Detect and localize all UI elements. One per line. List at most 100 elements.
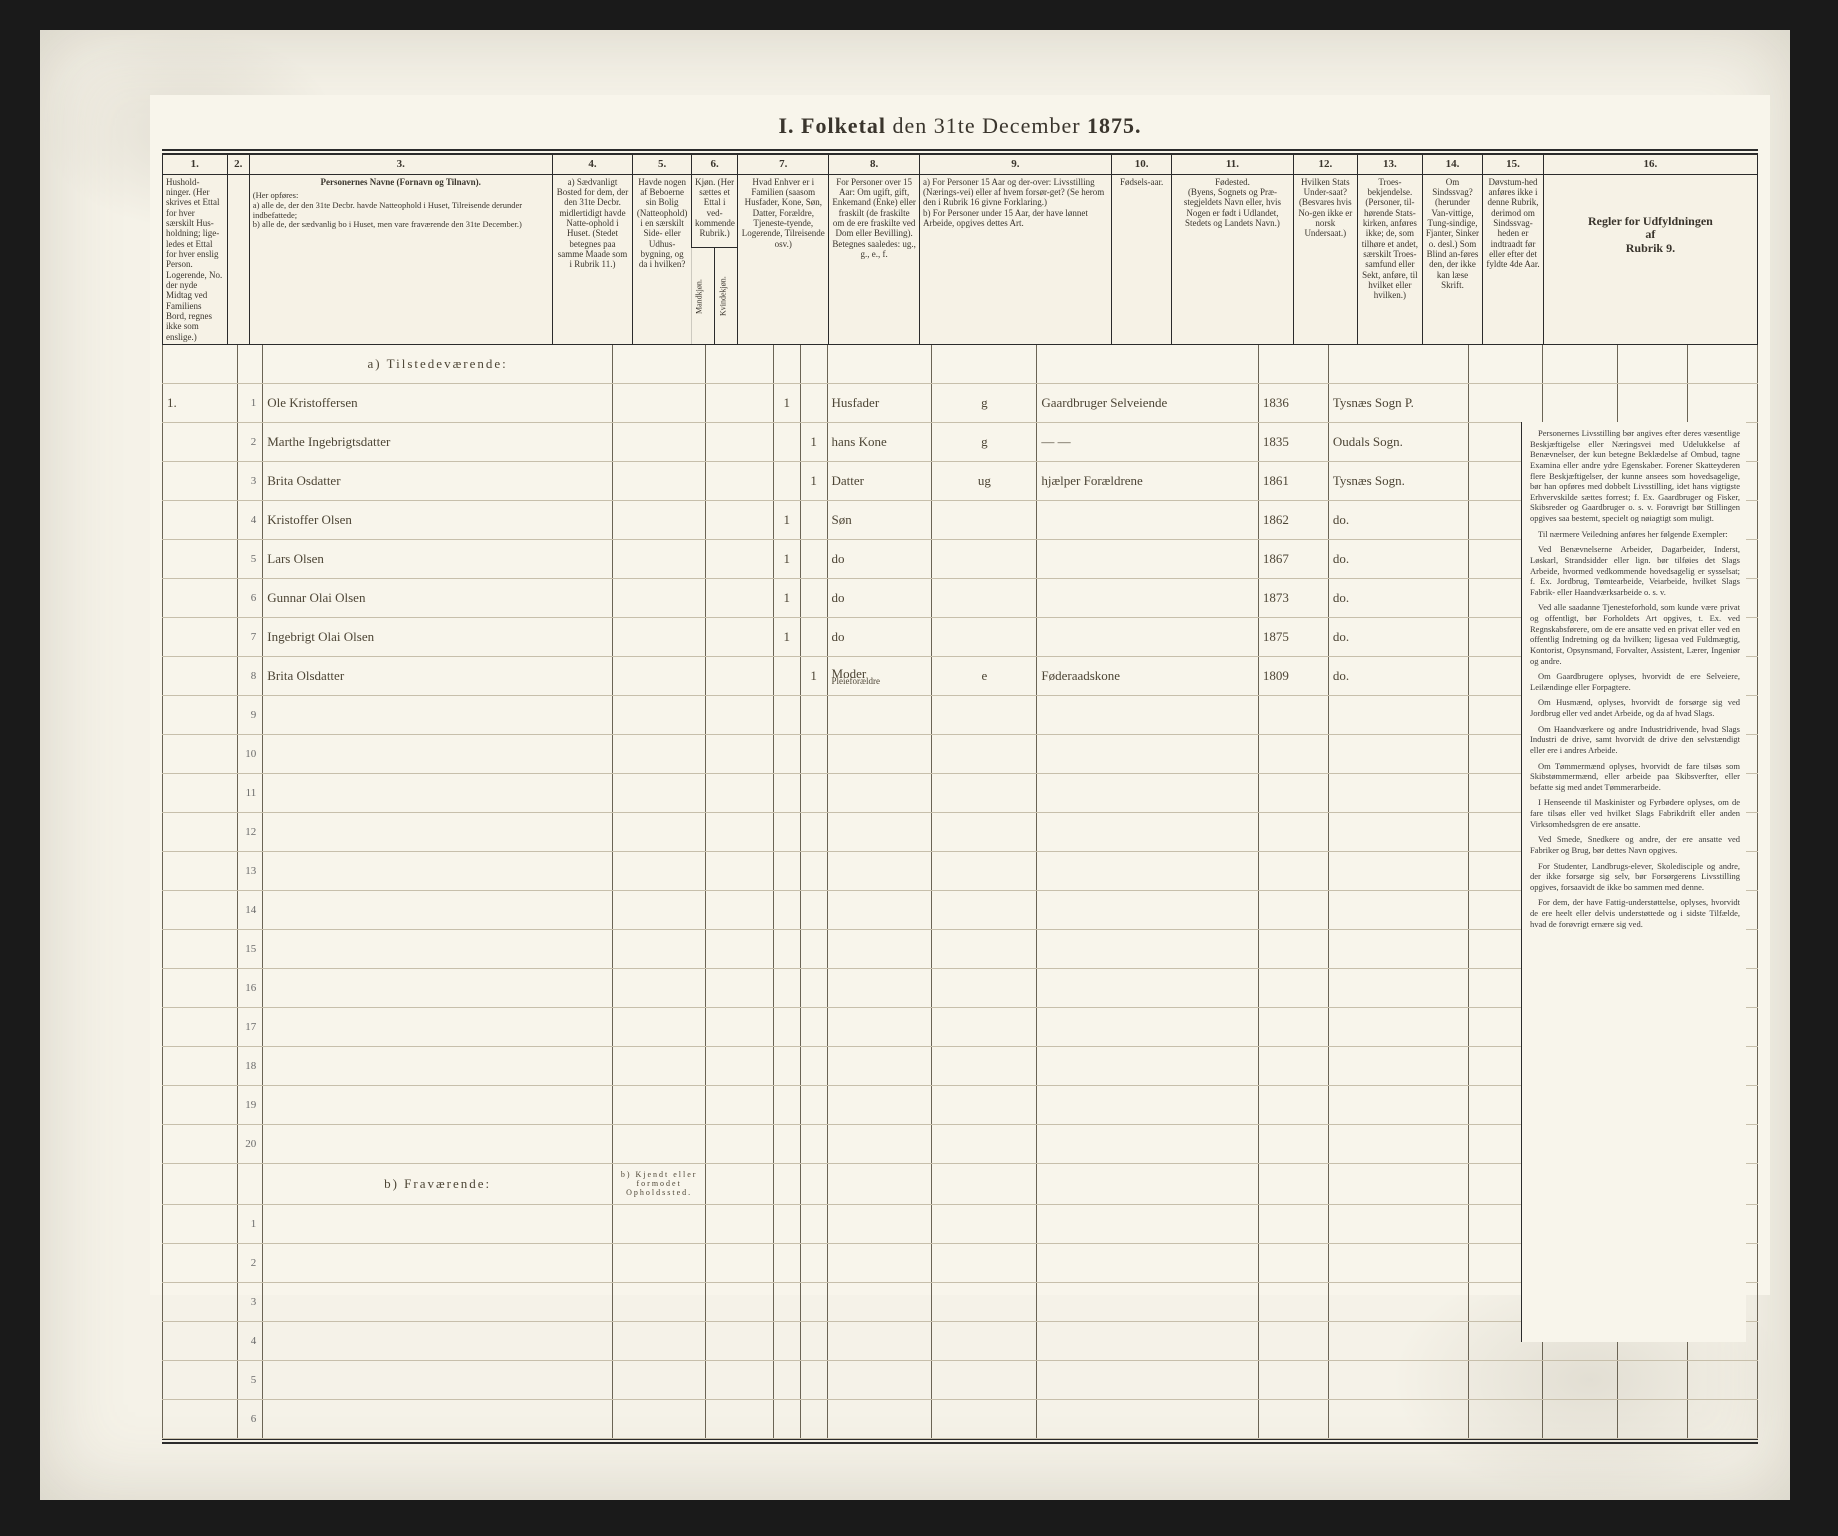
cell xyxy=(827,1283,932,1322)
cell xyxy=(773,891,800,930)
cell: 18 xyxy=(237,1047,263,1086)
cell xyxy=(773,696,800,735)
hdr-c3: Personernes Navne (Fornavn og Tilnavn). … xyxy=(249,174,552,345)
cell: 1 xyxy=(773,384,800,423)
cell xyxy=(263,1283,613,1322)
person-name: Brita Olsdatter xyxy=(263,657,613,696)
title-prefix: I. Folketal xyxy=(778,113,886,138)
cell: 4 xyxy=(237,1322,263,1361)
cell xyxy=(1617,1361,1687,1400)
table-row: 4Kristoffer Olsen1Søn1862do. xyxy=(163,501,1758,540)
cell xyxy=(706,618,774,657)
hdr-c5: Havde nogen af Beboerne sin Bolig (Natte… xyxy=(633,174,692,345)
title-year: 1875. xyxy=(1087,113,1142,138)
cell xyxy=(1037,1205,1259,1244)
cell xyxy=(1328,1322,1468,1361)
birthplace: Tysnæs Sogn. xyxy=(1328,462,1468,501)
cell xyxy=(263,1361,613,1400)
cell xyxy=(1328,1125,1468,1164)
cell xyxy=(1258,852,1328,891)
cell xyxy=(800,1125,827,1164)
rules-paragraph: Om Haandværkere og andre Industridrivend… xyxy=(1530,724,1740,756)
person-name: Brita Osdatter xyxy=(263,462,613,501)
cell xyxy=(1328,1008,1468,1047)
cell xyxy=(163,1047,238,1086)
rules-paragraph: Til nærmere Veiledning anføres her følge… xyxy=(1530,529,1740,540)
cell xyxy=(1328,1361,1468,1400)
cell xyxy=(263,1244,613,1283)
table-row-blank: 9 xyxy=(163,696,1758,735)
table-row-blank: 10 xyxy=(163,735,1758,774)
cell xyxy=(263,696,613,735)
livelihood xyxy=(1037,579,1259,618)
cell xyxy=(1328,696,1468,735)
rules-paragraph: For Studenter, Landbrugs-elever, Skoledi… xyxy=(1530,861,1740,893)
cell xyxy=(800,969,827,1008)
cell xyxy=(613,501,706,540)
column-header-table: 1. 2. 3. 4. 5. 6. 7. 8. 9. 10. 11. 12. 1… xyxy=(162,154,1758,345)
census-form-page: I. Folketal den 31te December 1875. 1. 2… xyxy=(150,95,1770,1295)
cell xyxy=(163,345,238,384)
table-row-blank: 5 xyxy=(163,1361,1758,1400)
birthplace: do. xyxy=(1328,657,1468,696)
cell: 1 xyxy=(773,618,800,657)
birth-year: 1835 xyxy=(1258,423,1328,462)
cell xyxy=(706,1322,774,1361)
cell: ug xyxy=(932,462,1037,501)
cell xyxy=(1258,1244,1328,1283)
cell xyxy=(706,1125,774,1164)
cell xyxy=(1258,1125,1328,1164)
cell xyxy=(1037,1047,1259,1086)
cell xyxy=(1258,1361,1328,1400)
photo-frame: I. Folketal den 31te December 1875. 1. 2… xyxy=(40,30,1790,1500)
cell xyxy=(773,735,800,774)
cell xyxy=(613,540,706,579)
household-num: 1. xyxy=(163,384,238,423)
cell xyxy=(1468,384,1543,423)
cell xyxy=(1037,891,1259,930)
birthplace: do. xyxy=(1328,501,1468,540)
cell xyxy=(932,1008,1037,1047)
livelihood xyxy=(1037,618,1259,657)
cell xyxy=(1328,1047,1468,1086)
cell xyxy=(263,813,613,852)
household-num xyxy=(163,423,238,462)
hdr-c12: Hvilken Stats Under-saat? (Besvares hvis… xyxy=(1293,174,1358,345)
cell xyxy=(827,1205,932,1244)
cell xyxy=(1037,852,1259,891)
colnum: 9. xyxy=(920,155,1112,175)
cell xyxy=(932,345,1037,384)
cell xyxy=(800,579,827,618)
family-position: do xyxy=(827,540,932,579)
household-num xyxy=(163,657,238,696)
cell xyxy=(613,384,706,423)
cell xyxy=(1328,1244,1468,1283)
cell xyxy=(263,1086,613,1125)
cell xyxy=(263,1008,613,1047)
cell xyxy=(706,1164,774,1205)
birthplace: Oudals Sogn. xyxy=(1328,423,1468,462)
cell xyxy=(706,735,774,774)
rules-paragraph: Ved alle saadanne Tjenesteforhold, som k… xyxy=(1530,602,1740,666)
cell xyxy=(163,852,238,891)
colnum: 1. xyxy=(163,155,228,175)
cell xyxy=(800,735,827,774)
cell xyxy=(706,462,774,501)
cell xyxy=(613,657,706,696)
colnum: 12. xyxy=(1293,155,1358,175)
livelihood: — — xyxy=(1037,423,1259,462)
cell xyxy=(932,1244,1037,1283)
cell xyxy=(800,1322,827,1361)
section-a-label-row: a) Tilstedeværende: xyxy=(163,345,1758,384)
cell xyxy=(163,1361,238,1400)
cell xyxy=(163,1283,238,1322)
livelihood: Gaardbruger Selveiende xyxy=(1037,384,1259,423)
cell xyxy=(1328,891,1468,930)
family-position: hans Kone xyxy=(827,423,932,462)
cell xyxy=(1258,1205,1328,1244)
birth-year: 1867 xyxy=(1258,540,1328,579)
cell xyxy=(1037,1086,1259,1125)
table-row: 3Brita Osdatter1Datterughjælper Forældre… xyxy=(163,462,1758,501)
table-row: 5Lars Olsen1do1867do. xyxy=(163,540,1758,579)
colnum: 11. xyxy=(1172,155,1293,175)
